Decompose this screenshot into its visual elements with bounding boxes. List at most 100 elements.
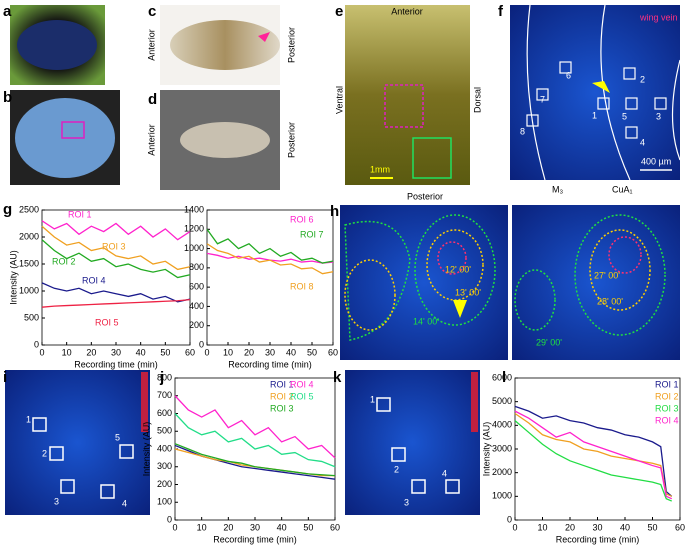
panel-label: k bbox=[333, 369, 342, 386]
legend-label: ROI 6 bbox=[290, 214, 314, 224]
label: 1 bbox=[370, 394, 375, 404]
panel-label: c bbox=[148, 3, 156, 20]
label: 7 bbox=[540, 94, 545, 104]
x-axis-label: Recording time (min) bbox=[228, 359, 312, 369]
legend-label: ROI 8 bbox=[290, 281, 314, 291]
legend-label: ROI 1 bbox=[655, 379, 679, 389]
x-axis-label: Recording time (min) bbox=[556, 534, 640, 544]
roi-box bbox=[61, 121, 85, 139]
arrow bbox=[592, 81, 610, 93]
panel-label: f bbox=[498, 3, 504, 20]
y-tick-label: 1000 bbox=[19, 285, 39, 295]
series-line bbox=[514, 420, 673, 502]
panel-label: j bbox=[159, 369, 164, 386]
y-tick-label: 5000 bbox=[492, 396, 512, 406]
y-tick-label: 1200 bbox=[184, 224, 204, 234]
y-tick-label: 100 bbox=[157, 497, 172, 507]
label: 5 bbox=[115, 432, 120, 442]
x-tick-label: 10 bbox=[537, 522, 547, 532]
x-tick-label: 60 bbox=[675, 522, 685, 532]
x-tick-label: 0 bbox=[512, 522, 517, 532]
photo-h1 bbox=[340, 205, 508, 360]
y-tick-label: 0 bbox=[34, 339, 39, 349]
label: 3 bbox=[656, 111, 661, 121]
x-tick-label: 0 bbox=[39, 347, 44, 357]
x-tick-label: 50 bbox=[307, 347, 317, 357]
label: 400 µm bbox=[641, 156, 671, 166]
label: Anterior bbox=[146, 124, 156, 156]
label: 8 bbox=[520, 126, 525, 136]
series-line bbox=[514, 410, 673, 500]
x-tick-label: 30 bbox=[250, 522, 260, 532]
label: 4 bbox=[640, 137, 645, 147]
photo-e bbox=[345, 5, 470, 185]
x-tick-label: 50 bbox=[303, 522, 313, 532]
panel-label: e bbox=[335, 3, 343, 20]
x-tick-label: 10 bbox=[197, 522, 207, 532]
label: 5 bbox=[622, 111, 627, 121]
label: 1mm bbox=[370, 164, 390, 174]
series-line bbox=[174, 443, 336, 477]
label: 27' 00' bbox=[594, 270, 620, 280]
arrowhead bbox=[258, 32, 270, 42]
label: M₃ bbox=[552, 184, 563, 194]
x-tick-label: 60 bbox=[330, 522, 340, 532]
legend-label: ROI 3 bbox=[655, 403, 679, 413]
colorbar bbox=[141, 372, 148, 432]
roi-boxes bbox=[376, 397, 460, 494]
label: 29' 00' bbox=[536, 337, 562, 347]
photo-i bbox=[5, 370, 150, 515]
panel-label: b bbox=[3, 89, 12, 106]
y-tick-label: 1400 bbox=[184, 204, 204, 214]
x-tick-label: 10 bbox=[223, 347, 233, 357]
series-line bbox=[174, 395, 336, 459]
series-line bbox=[41, 225, 191, 271]
legend-label: ROI 4 bbox=[290, 379, 314, 389]
label: 2 bbox=[42, 448, 47, 458]
pupa bbox=[180, 122, 270, 158]
x-tick-label: 0 bbox=[172, 522, 177, 532]
legend-label: ROI 5 bbox=[95, 317, 119, 327]
y-tick-label: 1500 bbox=[19, 258, 39, 268]
series-line bbox=[41, 282, 191, 303]
y-tick-label: 2500 bbox=[19, 204, 39, 214]
x-tick-label: 50 bbox=[647, 522, 657, 532]
x-tick-label: 40 bbox=[286, 347, 296, 357]
y-tick-label: 600 bbox=[189, 282, 204, 292]
label: 2 bbox=[640, 74, 645, 84]
label: 28' 00' bbox=[597, 296, 623, 306]
x-tick-label: 20 bbox=[223, 522, 233, 532]
y-tick-label: 300 bbox=[157, 461, 172, 471]
panel-label: h bbox=[330, 203, 339, 220]
label: 13' 00' bbox=[455, 287, 481, 297]
label: wing vein bbox=[639, 12, 678, 22]
x-tick-label: 40 bbox=[277, 522, 287, 532]
series-line bbox=[174, 413, 336, 468]
x-tick-label: 30 bbox=[265, 347, 275, 357]
y-tick-label: 1000 bbox=[184, 243, 204, 253]
x-tick-label: 50 bbox=[160, 347, 170, 357]
x-tick-label: 10 bbox=[62, 347, 72, 357]
label: Ventral bbox=[334, 86, 344, 114]
photos bbox=[5, 4, 681, 515]
label: 3 bbox=[404, 497, 409, 507]
legend-label: ROI 4 bbox=[655, 415, 679, 425]
x-tick-label: 60 bbox=[328, 347, 338, 357]
panel-label: l bbox=[502, 369, 506, 386]
x-tick-label: 40 bbox=[136, 347, 146, 357]
label: 1 bbox=[26, 414, 31, 424]
y-tick-label: 400 bbox=[189, 301, 204, 311]
y-tick-label: 6000 bbox=[492, 372, 512, 382]
y-tick-label: 200 bbox=[157, 479, 172, 489]
y-tick-label: 800 bbox=[189, 262, 204, 272]
legend-label: ROI 2 bbox=[655, 391, 679, 401]
series-line bbox=[41, 239, 191, 279]
panel-label: g bbox=[3, 201, 12, 218]
legend-label: ROI 1 bbox=[68, 209, 92, 219]
label: Posterior bbox=[286, 27, 296, 63]
label: 4 bbox=[442, 468, 447, 478]
x-tick-label: 0 bbox=[204, 347, 209, 357]
y-tick-label: 4000 bbox=[492, 420, 512, 430]
vein bbox=[526, 4, 681, 181]
x-tick-label: 30 bbox=[592, 522, 602, 532]
